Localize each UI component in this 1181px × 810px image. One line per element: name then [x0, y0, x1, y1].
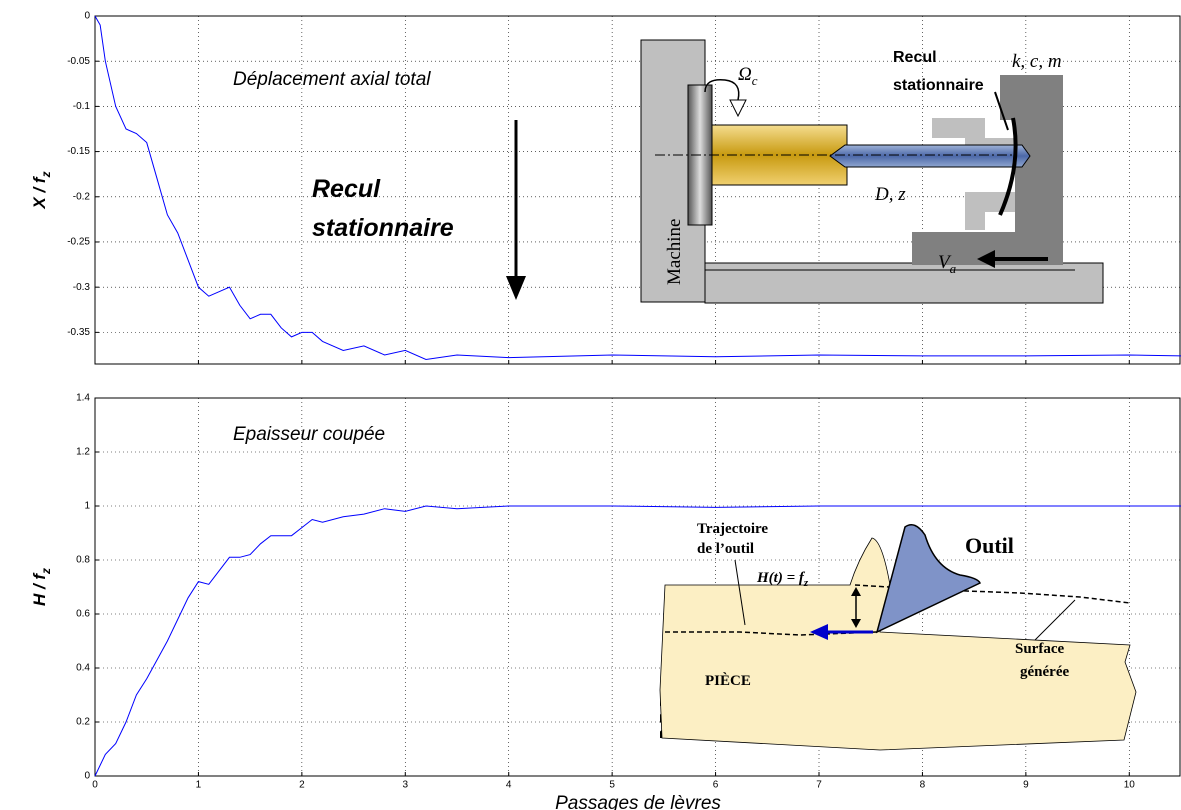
- recul-label: stationnaire: [893, 77, 984, 94]
- va-sub: a: [950, 261, 957, 276]
- dz-label: D, z: [874, 184, 906, 205]
- y-tick-label: 0: [84, 11, 90, 22]
- annotation: Déplacement axial total: [233, 69, 431, 90]
- x-tick-label: 6: [713, 780, 719, 791]
- kcm-label: k, c, m: [1012, 51, 1062, 72]
- y-axis-label-base: H / f: [30, 572, 49, 606]
- y-tick-label: 0.8: [76, 555, 90, 566]
- recul-label: Recul: [893, 49, 937, 66]
- machine-diagram: Ωc Recul stationnaire k, c, m D, z Machi…: [640, 39, 1104, 304]
- y-tick-label: 0.4: [76, 663, 90, 674]
- arrow-head: [506, 276, 526, 300]
- y-tick-label: -0.25: [67, 237, 90, 248]
- x-tick-label: 7: [816, 780, 822, 791]
- x-tick-label: 9: [1023, 780, 1029, 791]
- omega-base: Ω: [738, 64, 752, 85]
- data-line: [94, 15, 1181, 360]
- omega-label: Ωc: [738, 64, 758, 88]
- plot-area: [94, 15, 1181, 365]
- cutting-diagram: Trajectoire de l’outil H(t) = fz Outil P…: [659, 521, 1137, 751]
- va-base: V: [938, 252, 952, 273]
- x-tick-label: 1: [196, 780, 202, 791]
- h-sub: z: [803, 577, 809, 589]
- x-tick-label: 8: [920, 780, 926, 791]
- y-tick-label: -0.15: [67, 146, 90, 157]
- y-axis-label-sub: z: [39, 568, 53, 575]
- y-tick-label: -0.2: [73, 191, 91, 202]
- x-tick-label: 3: [403, 780, 409, 791]
- annotation: Epaisseur coupée: [233, 424, 385, 445]
- x-tick-label: 10: [1124, 780, 1136, 791]
- x-tick-label: 5: [609, 780, 615, 791]
- h-base: H(t) = f: [756, 570, 806, 586]
- y-tick-label: -0.05: [67, 56, 90, 67]
- x-tick-label: 2: [299, 780, 305, 791]
- y-tick-label: 1.2: [76, 447, 90, 458]
- x-tick-label: 0: [92, 780, 98, 791]
- trajectoire-label: de l’outil: [697, 541, 754, 557]
- y-tick-label: -0.35: [67, 327, 90, 338]
- y-tick-label: -0.1: [73, 101, 91, 112]
- y-tick-label: -0.3: [73, 282, 91, 293]
- surface-label: Surface: [1015, 641, 1064, 657]
- annotation: stationnaire: [312, 214, 454, 242]
- piece-label: PIÈCE: [705, 672, 751, 689]
- y-tick-label: 1: [84, 501, 90, 512]
- outil-label: Outil: [965, 533, 1014, 558]
- data-line: [94, 505, 1181, 777]
- y-tick-label: 0.2: [76, 717, 90, 728]
- y-axis-label-sub: z: [39, 171, 53, 178]
- y-axis-label-base: X / f: [30, 175, 49, 210]
- trajectoire-label: Trajectoire: [697, 521, 768, 537]
- annotation: Recul: [312, 175, 381, 203]
- omega-sub: c: [752, 73, 758, 88]
- x-axis-label: Passages de lèvres: [555, 793, 721, 810]
- y-tick-label: 0.6: [76, 609, 90, 620]
- va-label: Va: [938, 252, 957, 276]
- y-axis-label: H / fz: [30, 568, 53, 606]
- y-tick-label: 1.4: [76, 393, 90, 404]
- y-axis-label: X / fz: [30, 171, 53, 209]
- surface-label: générée: [1020, 664, 1069, 680]
- machine-label: Machine: [664, 219, 685, 285]
- y-tick-label: 0: [84, 771, 90, 782]
- x-tick-label: 4: [506, 780, 512, 791]
- h-label: H(t) = fz: [756, 570, 809, 589]
